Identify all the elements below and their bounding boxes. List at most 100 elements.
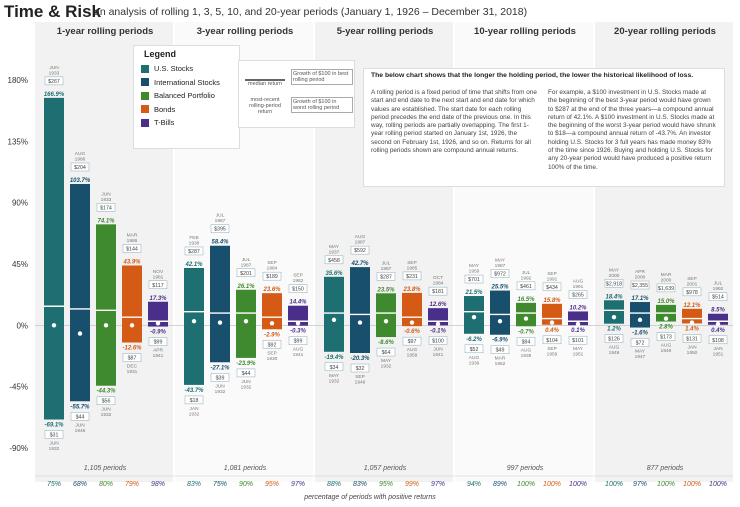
recent-key-label: most-recent rolling-period return <box>249 97 281 115</box>
max-return-label: 18.4% <box>605 294 623 300</box>
best-growth-box <box>682 287 702 297</box>
recent-return-dot <box>295 321 301 326</box>
recent-return-dot <box>269 321 275 326</box>
worst-growth-box <box>516 337 536 346</box>
worst-date-month: JUN <box>433 346 443 352</box>
range-bar <box>236 289 256 358</box>
best-growth-label: $174 <box>100 205 112 211</box>
recent-return-dot <box>77 331 83 336</box>
max-return-label: 23.8% <box>402 287 421 293</box>
median-key-swatch <box>245 67 285 81</box>
min-return-label: -6.2% <box>466 337 482 343</box>
worst-date-year: 1932 <box>241 384 252 390</box>
best-growth-box <box>428 286 448 296</box>
pct-positive-label: 68% <box>73 481 87 488</box>
worst-growth-box <box>656 332 676 341</box>
max-return-label: 17.3% <box>149 296 167 302</box>
worst-growth-label: $49 <box>496 348 505 354</box>
best-growth-label: $144 <box>126 246 138 252</box>
max-return-label: 21.5% <box>464 290 483 296</box>
min-return-label: 0.1% <box>571 328 585 334</box>
best-date-year: 1986 <box>75 156 86 162</box>
best-growth-label: $592 <box>354 248 366 254</box>
max-return-label: 15.0% <box>657 299 675 305</box>
min-return-label: -43.7% <box>184 388 204 394</box>
y-tick-label: 180% <box>8 76 28 85</box>
worst-date-month: MAR <box>495 356 506 362</box>
page-title: Time & Risk <box>4 2 102 21</box>
worst-date-year: 1949 <box>661 348 672 354</box>
range-bar <box>96 224 116 386</box>
pct-positive-label: 100% <box>709 481 727 488</box>
best-growth-box <box>464 274 484 284</box>
best-growth-label: $201 <box>240 271 252 277</box>
worst-date-year: 1932 <box>215 389 226 395</box>
pct-positive-label: 83% <box>187 481 201 488</box>
pct-positive-label: 89% <box>493 481 507 488</box>
worst-growth-label: $126 <box>608 337 620 343</box>
worst-growth-label: $99 <box>294 339 303 345</box>
best-growth-box <box>262 271 282 281</box>
worst-date-month: AUG <box>661 343 672 349</box>
worst-growth-box <box>682 334 702 343</box>
pct-positive-label: 100% <box>657 481 675 488</box>
best-date-month: SEP <box>687 276 697 282</box>
recent-return-dot <box>383 319 389 324</box>
worst-growth-box <box>350 363 370 373</box>
worst-growth-label: $56 <box>102 399 111 405</box>
worst-growth-label: $101 <box>572 338 584 344</box>
worst-date-month: JUN <box>49 441 59 447</box>
recent-return-dot <box>129 323 135 328</box>
best-date-month: JUN <box>101 191 111 197</box>
max-return-label: 74.1% <box>97 218 115 224</box>
recent-return-dot <box>471 314 477 320</box>
best-growth-label: $395 <box>214 227 226 233</box>
worst-date-month: AUG <box>469 355 480 361</box>
min-return-label: -6.9% <box>492 338 508 344</box>
worst-date-year: 1932 <box>329 378 340 384</box>
worst-growth-box <box>44 430 64 439</box>
worst-date-year: 1950 <box>687 350 698 356</box>
best-date-year: 1992 <box>521 275 532 281</box>
worst-growth-box <box>236 368 256 378</box>
y-tick-label: -90% <box>9 444 28 453</box>
pct-positive-label: 97% <box>291 481 305 488</box>
recent-return-dot <box>435 321 441 327</box>
worst-growth-label: $31 <box>50 433 59 439</box>
worst-growth-label: $52 <box>470 347 479 353</box>
legend: Legend U.S. Stocks International Stocks … <box>133 45 240 149</box>
range-bar <box>210 245 230 363</box>
best-date-year: 2000 <box>609 273 620 279</box>
worst-date-month: MAY <box>573 346 584 352</box>
min-return-label: -1.6% <box>632 331 648 337</box>
min-return-label: -8.6% <box>378 340 394 346</box>
worst-growth-label: $92 <box>268 342 277 348</box>
legend-swatch <box>141 105 149 114</box>
worst-growth-box <box>604 334 624 343</box>
best-growth-label: $204 <box>74 165 86 171</box>
note-left-text: A rolling period is a fixed period of ti… <box>371 89 537 155</box>
worst-date-month: JAN <box>713 346 723 352</box>
worst-date-year: 1959 <box>547 351 558 357</box>
best-date-year: 1991 <box>573 284 584 290</box>
best-growth-box <box>210 224 230 233</box>
worst-growth-box <box>402 336 422 346</box>
note-right-text: For example, a $100 investment in U.S. S… <box>548 89 716 171</box>
group-title: 1-year rolling periods <box>57 26 154 37</box>
worst-date-year: 1932 <box>381 364 392 370</box>
worst-date-year: 1947 <box>635 354 646 360</box>
best-growth-box <box>542 282 562 292</box>
range-bar <box>376 293 396 338</box>
pct-positive-label: 98% <box>151 481 165 488</box>
max-return-label: 23.6% <box>262 287 281 293</box>
y-tick-label: -45% <box>9 383 28 392</box>
max-return-label: 14.4% <box>289 300 307 306</box>
best-growth-label: $265 <box>572 292 584 298</box>
worst-date-month: JUN <box>75 422 85 428</box>
worst-date-month: JUN <box>215 383 225 389</box>
range-bar <box>70 183 90 402</box>
range-bar <box>682 308 702 324</box>
note-heading: The below chart shows that the longer th… <box>371 72 694 79</box>
pct-positive-label: 88% <box>327 481 341 488</box>
worst-date-month: MAY <box>381 358 392 364</box>
